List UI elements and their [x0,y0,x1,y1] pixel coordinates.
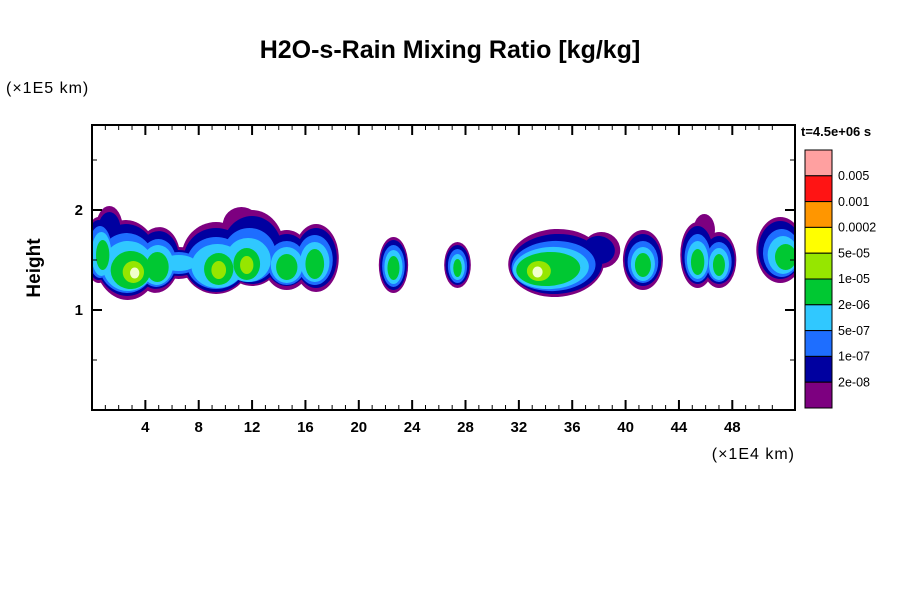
x-tick-label: 32 [511,419,528,436]
contour-region-core [130,267,140,279]
contour-region-1e-05 [774,244,794,270]
colorbar-level-label: 0.005 [838,169,869,183]
contour-region-1e-05 [387,256,400,280]
colorbar-cell [804,226,833,254]
colorbar-level-label: 5e-07 [838,324,870,338]
x-axis-unit-label: (×1E4 km) [711,446,795,463]
contour-region-1e-05 [712,254,725,276]
colorbar-cell [804,278,833,306]
contour-region-1e-05 [305,249,325,279]
colorbar-level-label: 5e-05 [838,246,870,260]
x-tick-label: 36 [564,419,581,436]
y-axis-unit-label: (×1E5 km) [6,80,90,97]
contour-region-1e-05 [634,253,651,277]
colorbar-level-label: 1e-05 [838,272,870,286]
contour-region-1e-05 [96,240,110,270]
contour-region-core [532,266,543,278]
contour-region-2e-06 [161,255,197,271]
colorbar-cell [804,330,833,357]
y-tick-label: 1 [75,302,83,319]
colorbar-cell [804,149,833,177]
chart-title: H2O-s-Rain Mixing Ratio [kg/kg] [259,36,641,64]
plot-frame [91,124,796,411]
contour-region-1e-05 [690,249,705,275]
x-tick-label: 28 [457,419,474,436]
colorbar-cell [804,355,833,383]
contour-regions [93,206,794,300]
x-tick-label: 40 [617,419,634,436]
colorbar-level-label: 0.0002 [838,221,876,235]
colorbar-cell [804,304,833,332]
x-tick-label: 12 [244,419,261,436]
y-tick-label: 2 [75,202,83,219]
colorbar-cell [804,381,833,409]
x-tick-label: 24 [404,419,421,436]
x-tick-label: 20 [350,419,367,436]
x-tick-label: 16 [297,419,314,436]
colorbar-time-label: t=4.5e+06 s [801,124,872,139]
colorbar-level-label: 2e-06 [838,298,870,312]
x-tick-label: 4 [141,419,150,436]
colorbar-level-label: 2e-08 [838,375,870,389]
x-tick-label: 8 [195,419,203,436]
colorbar-level-label: 0.001 [838,195,869,209]
contour-region-5e-05 [211,261,227,279]
contour-region-1e-05 [146,252,169,282]
colorbar-cell [804,201,833,228]
x-tick-label: 48 [724,419,741,436]
colorbar-level-label: 1e-07 [838,350,870,364]
colorbar-cell [804,252,833,280]
contour-region-1e-05 [276,254,298,280]
colorbar-cell [804,175,833,203]
contour-region-1e-05 [453,259,462,277]
contour-region-5e-05 [240,256,254,274]
x-tick-label: 44 [671,419,688,436]
